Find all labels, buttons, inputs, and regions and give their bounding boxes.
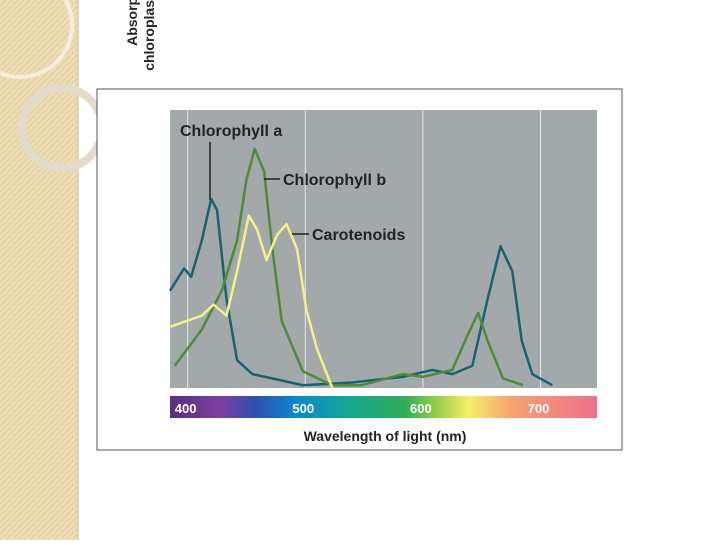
spectrum-bar [170, 396, 597, 418]
series-label: Chlorophyll a [180, 123, 282, 140]
x-tick-label: 400 [175, 401, 197, 416]
series-label: Chlorophyll b [283, 172, 386, 189]
side-strip [0, 0, 78, 540]
x-axis-label: Wavelength of light (nm) [304, 428, 467, 444]
series-line [169, 214, 334, 389]
x-tick-label: 600 [410, 401, 432, 416]
series-line [173, 147, 524, 387]
deco-circle [0, 0, 74, 79]
y-axis-label-line: chloroplast pigments [141, 0, 157, 71]
x-tick-label: 500 [292, 401, 314, 416]
series-label: Carotenoids [312, 227, 405, 244]
series-line [168, 197, 553, 387]
y-axis-label: Absorption of chloroplast pigments [124, 0, 157, 71]
y-axis-label-line: Absorption of [124, 0, 140, 46]
x-tick-label: 700 [528, 401, 550, 416]
